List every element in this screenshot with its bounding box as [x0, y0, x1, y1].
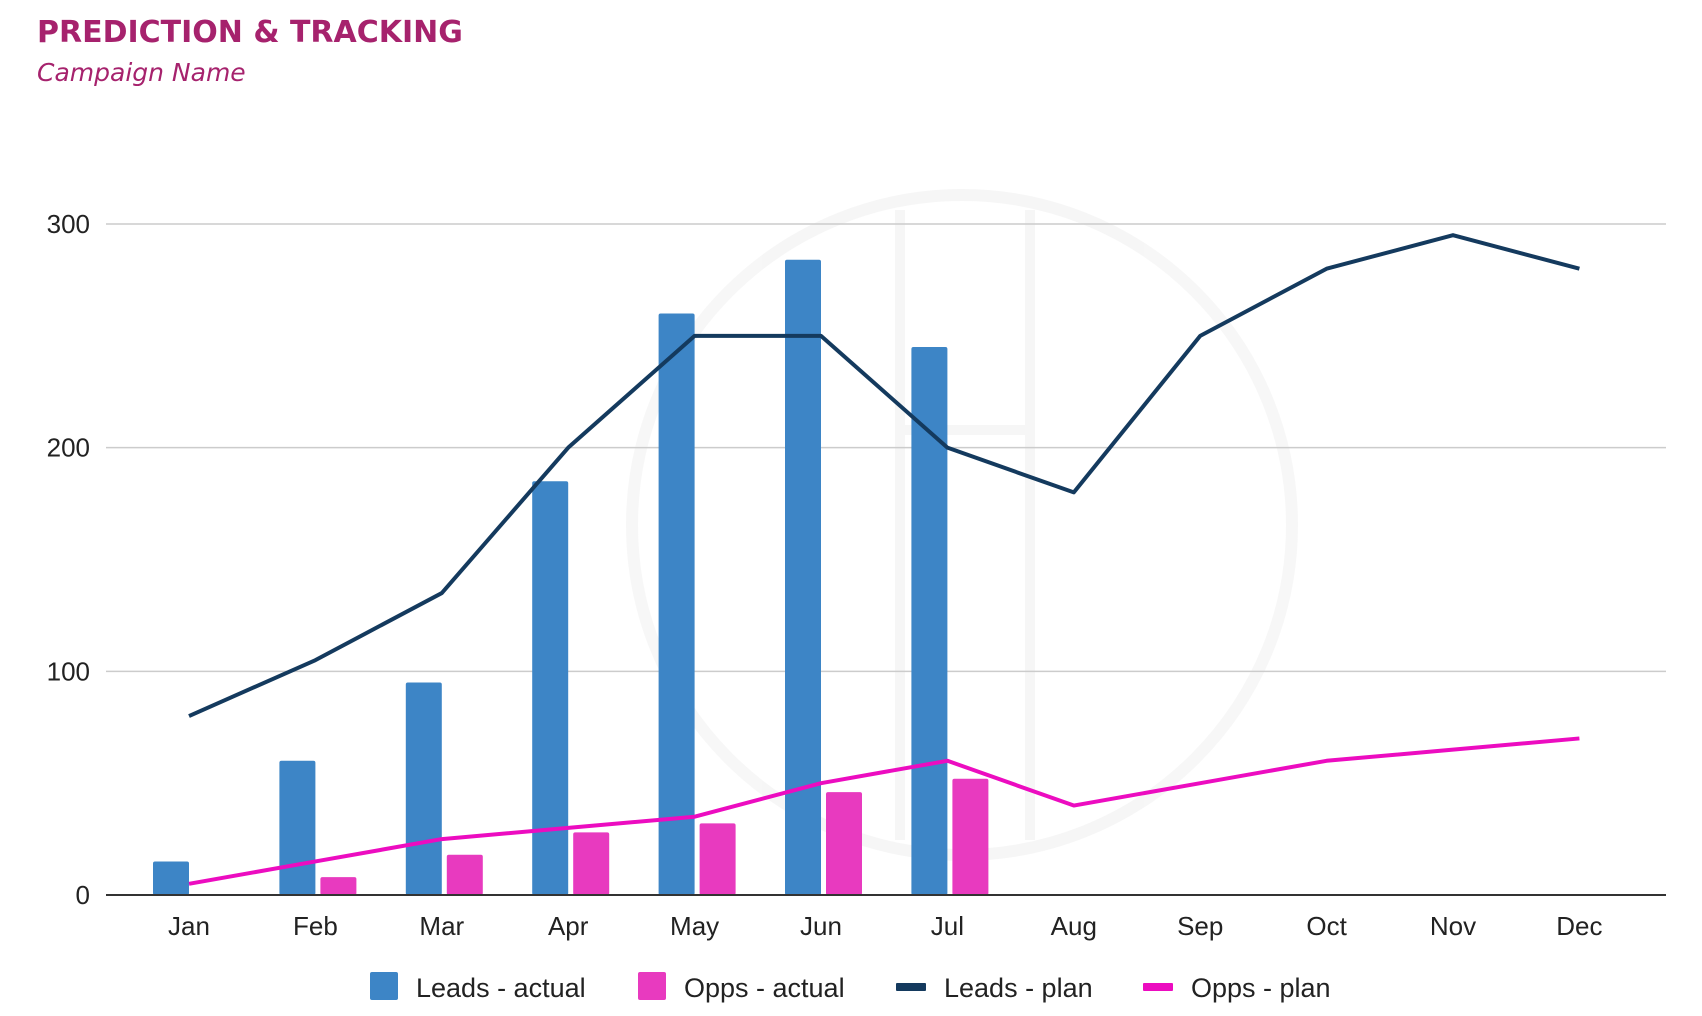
x-tick-label: May [670, 911, 719, 941]
legend-swatch-leads-actual [370, 972, 398, 1000]
x-tick-label: Dec [1556, 911, 1602, 941]
x-tick-label: Mar [419, 911, 464, 941]
bar-leads-actual-jun [785, 259, 821, 896]
chart-subtitle: Campaign Name [37, 58, 246, 87]
legend-swatch-opps-plan [1143, 983, 1173, 991]
x-tick-label: Aug [1051, 911, 1097, 941]
y-tick-label: 300 [47, 209, 90, 239]
plan-lines [188, 233, 1580, 886]
legend-label-opps-actual: Opps - actual [684, 973, 845, 1003]
bar-opps-actual-may [699, 823, 736, 895]
axes: 0 100 200 300 Jan Feb Mar Apr May Jun Jul Aug Sep Oct… [47, 209, 1666, 941]
bar-leads-actual-may [658, 313, 695, 895]
y-tick-label: 100 [47, 656, 90, 686]
grid-lines [106, 223, 1666, 673]
chart-title: PREDICTION & TRACKING [37, 15, 463, 50]
bar-opps-actual-jul [952, 778, 989, 895]
line-leads-plan [188, 233, 1580, 718]
x-tick-label: Jun [800, 911, 842, 941]
legend-swatch-opps-actual [638, 972, 666, 1000]
bar-opps-actual-jun [826, 792, 862, 895]
bars [153, 259, 989, 896]
bar-leads-actual-jan [153, 861, 189, 895]
line-opps-plan [188, 736, 1580, 886]
legend: Leads - actual Opps - actual Leads - plan O… [370, 972, 1331, 1003]
chart-header: PREDICTION & TRACKING Campaign Name [37, 14, 463, 88]
legend-label-leads-actual: Leads - actual [416, 973, 586, 1003]
y-tick-label: 200 [47, 433, 90, 463]
bar-leads-actual-jul [911, 347, 948, 895]
legend-swatch-leads-plan [896, 983, 926, 991]
x-tick-label: Jan [168, 911, 210, 941]
watermark-logo [626, 189, 1298, 861]
legend-label-opps-plan: Opps - plan [1191, 973, 1331, 1003]
bar-leads-actual-feb [279, 760, 316, 895]
legend-label-leads-plan: Leads - plan [944, 973, 1093, 1003]
x-tick-label: Nov [1430, 911, 1476, 941]
x-tick-label: Jul [931, 911, 964, 941]
bar-leads-actual-mar [405, 682, 442, 895]
x-tick-label: Oct [1306, 911, 1347, 941]
y-tick-label: 0 [76, 880, 90, 910]
x-tick-label: Apr [548, 911, 589, 941]
bar-opps-actual-mar [446, 854, 483, 895]
x-tick-label: Sep [1177, 911, 1223, 941]
bar-opps-actual-apr [573, 832, 610, 895]
bar-leads-actual-apr [532, 481, 569, 895]
bar-opps-actual-feb [320, 877, 357, 895]
x-tick-label: Feb [293, 911, 338, 941]
